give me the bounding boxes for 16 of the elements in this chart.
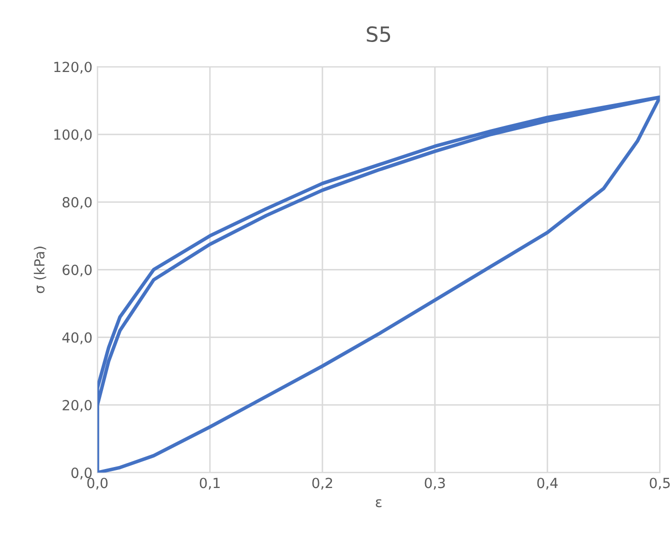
chart-title: S5 [366, 26, 390, 42]
x-tick-label: 0,3 [424, 478, 445, 490]
x-tick-label: 0,1 [200, 478, 220, 490]
y-tick-label: 40,0 [62, 332, 92, 344]
x-tick-label: 0,4 [537, 478, 558, 490]
y-tick-label: 60,0 [62, 264, 92, 277]
x-tick-label: 0,0 [87, 478, 108, 490]
y-tick-label: 100,0 [54, 129, 92, 142]
x-tick-label: 0,2 [312, 478, 332, 490]
y-tick-label: 20,0 [62, 400, 92, 412]
x-tick-label: 0,5 [650, 478, 670, 490]
y-tick-label: 120,0 [54, 62, 92, 74]
x-axis-title: ε [376, 499, 382, 508]
y-tick-label: 80,0 [62, 197, 92, 209]
y-axis-title: σ (kPa) [34, 246, 46, 294]
y-tick-label: 0,0 [71, 468, 92, 480]
